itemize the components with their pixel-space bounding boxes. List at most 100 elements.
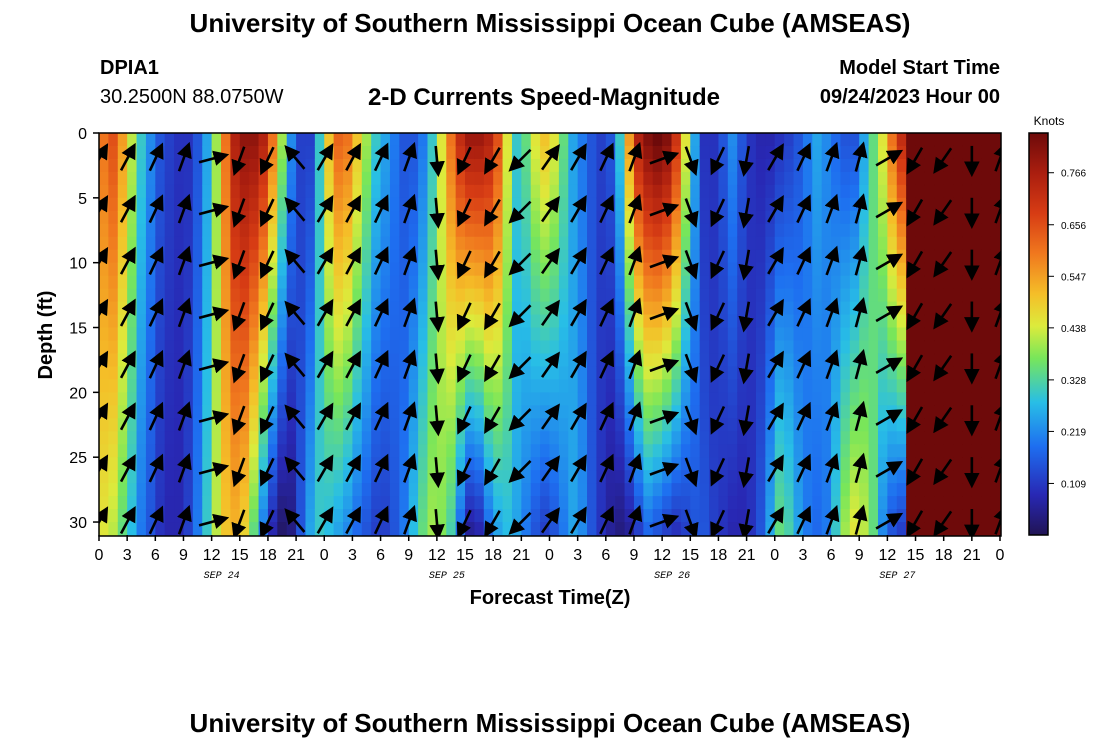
heatmap-cell xyxy=(164,288,175,303)
current-arrow xyxy=(540,351,560,378)
heatmap-cell xyxy=(155,327,166,342)
heatmap-cell xyxy=(981,171,992,186)
heatmap-cell xyxy=(934,392,945,406)
heatmap-cell xyxy=(680,431,691,445)
heatmap-cell xyxy=(221,249,231,264)
heatmap-cell xyxy=(624,522,635,536)
heatmap-cell xyxy=(239,496,250,510)
heatmap-cell xyxy=(427,483,438,497)
heatmap-cell xyxy=(164,431,175,445)
heatmap-cell xyxy=(521,418,532,432)
heatmap-cell xyxy=(530,210,541,225)
heatmap-cell xyxy=(305,197,316,212)
heatmap-cell xyxy=(267,483,278,497)
heatmap-cell xyxy=(680,379,691,393)
heatmap-cell xyxy=(821,184,832,199)
heatmap-cell xyxy=(408,366,419,380)
heatmap-cell xyxy=(624,223,635,238)
heatmap-cell xyxy=(99,379,109,393)
heatmap-cell xyxy=(727,327,738,342)
heatmap-cell xyxy=(521,522,532,536)
heatmap-cell xyxy=(877,249,888,264)
heatmap-cell xyxy=(643,133,654,147)
heatmap-cell xyxy=(906,457,917,471)
heatmap-cell xyxy=(502,470,513,484)
heatmap-cell xyxy=(652,171,663,186)
heatmap-cell xyxy=(906,392,917,406)
heatmap-cell xyxy=(446,158,457,173)
heatmap-cell xyxy=(127,262,138,277)
heatmap-cell xyxy=(136,509,147,523)
heatmap-cell xyxy=(896,496,907,510)
current-arrow xyxy=(824,297,840,328)
heatmap-cell xyxy=(286,340,297,355)
heatmap-cell xyxy=(108,353,119,368)
heatmap-cell xyxy=(324,158,335,173)
heatmap-cell xyxy=(615,483,626,497)
heatmap-cell xyxy=(868,249,879,264)
x-tick-label: 18 xyxy=(484,547,502,564)
heatmap-cell xyxy=(981,327,992,342)
heatmap-cell xyxy=(305,379,316,393)
heatmap-cell xyxy=(662,314,673,329)
heatmap-cell xyxy=(380,496,391,510)
heatmap-cell xyxy=(784,314,795,329)
heatmap-cell xyxy=(849,418,860,432)
heatmap-cell xyxy=(521,262,532,277)
heatmap-cell xyxy=(643,301,654,316)
heatmap-cell xyxy=(258,223,269,238)
heatmap-cell xyxy=(587,379,598,393)
heatmap-cell xyxy=(887,236,898,251)
heatmap-cell xyxy=(371,223,382,238)
colorbar-tick-label: 0.438 xyxy=(1061,324,1086,335)
heatmap-cell xyxy=(577,288,588,303)
heatmap-cell xyxy=(727,249,738,264)
heatmap-cell xyxy=(389,327,400,342)
heatmap-cell xyxy=(296,133,307,147)
heatmap-cell xyxy=(868,483,879,497)
heatmap-cell xyxy=(427,197,438,212)
heatmap-cell xyxy=(239,197,250,212)
heatmap-cell xyxy=(915,288,926,303)
current-arrow xyxy=(767,246,784,275)
heatmap-cell xyxy=(690,288,701,303)
heatmap-cell xyxy=(690,145,701,160)
heatmap-cell xyxy=(202,327,213,342)
heatmap-cell xyxy=(784,275,795,290)
heatmap-cell xyxy=(643,314,654,329)
heatmap-cell xyxy=(605,366,616,380)
heatmap-cell xyxy=(343,392,354,406)
heatmap-cell xyxy=(737,392,748,406)
heatmap-cell xyxy=(239,301,250,316)
heatmap-cell xyxy=(408,392,419,406)
heatmap-cell xyxy=(530,418,541,432)
heatmap-cell xyxy=(436,353,447,368)
current-arrow xyxy=(933,147,953,174)
heatmap-cell xyxy=(953,470,964,484)
current-arrow xyxy=(796,401,812,431)
heatmap-cell xyxy=(568,444,579,458)
heatmap-cell xyxy=(305,133,316,147)
heatmap-cell xyxy=(690,392,701,406)
heatmap-cell xyxy=(868,236,879,251)
heatmap-cell xyxy=(192,509,203,523)
heatmap-cell xyxy=(399,392,410,406)
heatmap-cell xyxy=(127,223,138,238)
heatmap-cell xyxy=(380,379,391,393)
heatmap-cell xyxy=(671,379,682,393)
heatmap-cell xyxy=(221,444,231,458)
heatmap-cell xyxy=(643,197,654,212)
heatmap-cell xyxy=(615,405,626,419)
heatmap-cell xyxy=(709,145,720,160)
heatmap-cell xyxy=(812,353,823,368)
current-arrow xyxy=(738,353,754,385)
heatmap-cell xyxy=(361,223,372,238)
heatmap-cell xyxy=(896,522,907,536)
heatmap-cell xyxy=(877,366,888,380)
heatmap-cell xyxy=(211,223,222,238)
heatmap-cell xyxy=(155,483,166,497)
heatmap-cell xyxy=(746,262,757,277)
heatmap-cell xyxy=(145,431,156,445)
current-arrow xyxy=(508,200,532,224)
heatmap-cell xyxy=(877,509,888,523)
